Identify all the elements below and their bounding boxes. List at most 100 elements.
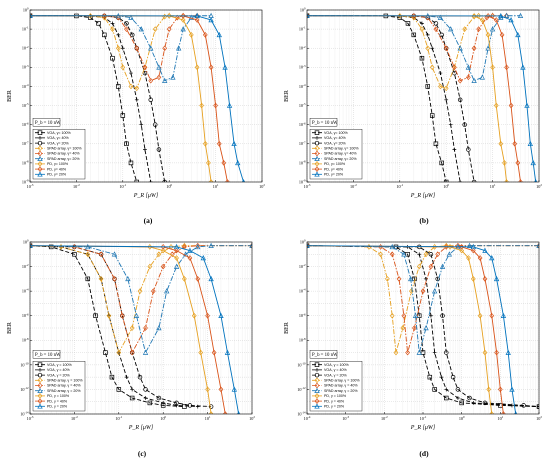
y-tick-label: 10-8 — [299, 159, 306, 165]
series-line — [30, 245, 252, 354]
data-point — [162, 77, 168, 83]
legend-marker — [314, 393, 320, 399]
legend: VOA, γ = 100%VOA, γ = 40%VOA, γ = 20% SPA… — [32, 361, 86, 412]
legend-marker — [314, 140, 320, 146]
data-point — [420, 288, 426, 294]
series-line — [307, 245, 539, 408]
data-point — [180, 13, 186, 19]
series-line — [307, 15, 508, 182]
data-point — [174, 403, 179, 408]
data-point — [202, 32, 208, 38]
series-group — [30, 242, 252, 414]
legend-entry: PD, γ = 20% — [324, 405, 345, 409]
series-line — [307, 15, 521, 182]
data-point — [498, 14, 504, 20]
x-tick-label: 10-1 — [396, 183, 403, 189]
series-line — [30, 15, 212, 182]
y-tick-label: 10-7 — [22, 140, 29, 146]
series-line — [30, 245, 226, 414]
data-point — [459, 244, 465, 250]
data-point — [148, 45, 154, 51]
data-point — [30, 242, 33, 248]
data-point — [134, 179, 140, 182]
data-point — [142, 64, 148, 71]
y-tick-label: 10-3 — [22, 64, 29, 70]
data-point — [199, 102, 204, 109]
data-point — [128, 83, 134, 90]
legend: VOA, γ= 100%VOA, γ= 40%VOA, γ= 20% SPAD a… — [309, 128, 363, 180]
data-point — [444, 97, 449, 102]
data-point — [456, 396, 460, 400]
data-point — [486, 386, 492, 393]
legend-entry: PD, γ= 100% — [324, 162, 346, 166]
data-point — [471, 13, 477, 19]
data-point — [93, 313, 98, 318]
data-point — [432, 350, 437, 355]
data-point — [499, 32, 505, 38]
data-point — [443, 242, 449, 249]
data-point — [425, 32, 430, 37]
data-point — [438, 83, 443, 90]
legend-entry: PD, γ= 100% — [47, 162, 69, 166]
data-point — [98, 276, 104, 282]
legend-marker — [314, 155, 320, 161]
data-point — [471, 77, 477, 83]
data-point — [459, 400, 464, 406]
data-point — [133, 312, 140, 318]
data-point — [489, 411, 495, 414]
data-point — [182, 404, 187, 409]
data-point — [195, 242, 201, 249]
data-point — [160, 247, 166, 254]
data-point — [465, 64, 472, 70]
axes-box — [306, 9, 540, 183]
data-point — [129, 325, 135, 331]
data-point — [134, 97, 139, 102]
y-tick-label: 10-2 — [22, 45, 29, 51]
y-tick-label: 10-9 — [22, 179, 29, 185]
data-point — [166, 26, 172, 32]
legend-entry: VOA, γ = 40% — [47, 368, 70, 372]
data-point — [195, 276, 201, 282]
x-tick-label: 100 — [443, 183, 449, 189]
data-point — [156, 74, 162, 81]
data-point — [130, 32, 135, 38]
data-point — [142, 349, 149, 355]
y-tick-label: 10-9 — [299, 179, 306, 185]
data-point — [235, 159, 241, 166]
data-point — [438, 71, 443, 75]
legend-marker — [314, 377, 320, 384]
series-line — [307, 245, 539, 408]
data-point — [188, 32, 194, 38]
y-tick-label: 10-4 — [22, 288, 29, 294]
data-point — [378, 251, 383, 258]
data-point — [116, 349, 122, 356]
data-point — [30, 242, 33, 249]
data-point — [405, 252, 410, 257]
data-point — [484, 14, 490, 21]
legend-entry: PD, γ = 20% — [47, 405, 68, 409]
y-tick-label: 10-2 — [22, 263, 29, 269]
legend-entry: SPAD array, γ= 20% — [47, 157, 80, 161]
y-tick-label: 10-4 — [22, 83, 29, 89]
legend-marker — [38, 136, 42, 140]
x-tick-label: 10-3 — [27, 415, 34, 421]
legend-entry: PD, γ= 40% — [47, 167, 67, 171]
data-point — [173, 243, 180, 250]
data-point — [493, 275, 500, 282]
data-point — [515, 31, 521, 38]
data-point — [128, 14, 134, 20]
legend-marker — [37, 171, 43, 177]
annotation-box — [32, 350, 61, 359]
data-point — [198, 349, 204, 356]
data-point — [429, 113, 435, 118]
data-point — [164, 288, 170, 294]
y-tick-label: 10-5 — [299, 102, 306, 108]
legend-marker — [38, 368, 42, 372]
legend: VOA, γ = 100%VOA, γ = 40%VOA, γ = 20% SPA… — [309, 361, 363, 412]
data-point — [110, 55, 115, 61]
y-tick-label: 10-1 — [299, 26, 306, 32]
legend-marker — [314, 171, 320, 177]
data-point — [180, 17, 186, 23]
data-point — [137, 374, 143, 380]
data-point — [120, 113, 126, 118]
